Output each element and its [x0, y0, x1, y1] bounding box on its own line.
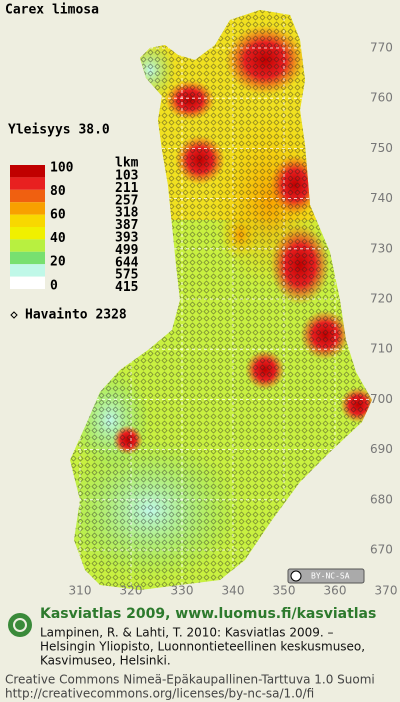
legend-swatch [10, 276, 45, 289]
legend-swatch [10, 264, 45, 277]
scale-label: 0 [50, 278, 58, 293]
count: 103 [115, 169, 138, 184]
observation-symbol [10, 311, 18, 319]
citation-line: Helsingin Yliopisto, Luonnontieteellinen… [40, 640, 365, 654]
easting-label: 370 [375, 584, 398, 598]
northing-label: 730 [370, 241, 393, 255]
legend-swatch [10, 214, 45, 227]
license-badge: BY-NC-SA [287, 568, 365, 584]
northing-label: 770 [370, 41, 393, 55]
count: 415 [115, 280, 138, 295]
logo [8, 613, 32, 637]
scale-label: 40 [50, 231, 66, 246]
northing-label: 700 [370, 392, 393, 406]
citation-line: Kasvimuseo, Helsinki. [40, 654, 171, 668]
count: 318 [115, 206, 139, 221]
count: 257 [115, 193, 138, 208]
count: 575 [115, 268, 138, 283]
citation-line: Lampinen, R. & Lahti, T. 2010: Kasviatla… [40, 626, 334, 640]
license-line: Creative Commons Nimeä-Epäkaupallinen-Ta… [5, 673, 375, 687]
legend-swatch [10, 165, 45, 178]
legend-swatch [10, 202, 45, 215]
legend-swatch [10, 189, 45, 203]
map [70, 10, 372, 590]
northing-label: 680 [370, 492, 393, 506]
legend-swatch [10, 239, 45, 252]
northing-label: 710 [370, 342, 393, 356]
count: 644 [115, 255, 139, 270]
northing-label: 690 [370, 442, 393, 456]
northing-label: 760 [370, 91, 393, 105]
count: 499 [115, 243, 138, 258]
easting-label: 330 [171, 584, 194, 598]
license-line: http://creativecommons.org/licenses/by-n… [5, 687, 314, 701]
count: 393 [115, 231, 138, 246]
scale-label: 20 [50, 255, 66, 270]
legend-swatch [10, 251, 45, 265]
frequency: Yleisyys 38.0 [8, 123, 110, 138]
badge-text: BY-NC-SA [311, 572, 350, 581]
northing-label: 740 [370, 191, 393, 205]
footer-heading: Kasviatlas 2009, www.luomus.fi/kasviatla… [40, 606, 376, 622]
count-header: lkm [115, 156, 139, 171]
northing-label: 670 [370, 543, 393, 557]
easting-label: 320 [120, 584, 143, 598]
count: 387 [115, 218, 138, 233]
easting-label: 310 [69, 584, 92, 598]
count: 211 [115, 181, 139, 196]
legend-swatch [10, 177, 45, 190]
scale-label: 80 [50, 184, 66, 199]
northing-label: 720 [370, 292, 393, 306]
observations: Havainto 2328 [25, 308, 127, 323]
legend-swatch [10, 227, 45, 240]
legend: 100 80 60 40 20 0 lkm1032112573183873934996445… [10, 156, 139, 295]
easting-label: 350 [273, 584, 296, 598]
easting-label: 340 [222, 584, 245, 598]
species-title: Carex limosa [5, 3, 99, 18]
easting-label: 360 [324, 584, 347, 598]
northing-label: 750 [370, 141, 393, 155]
scale-label: 100 [50, 161, 74, 176]
scale-label: 60 [50, 208, 66, 223]
